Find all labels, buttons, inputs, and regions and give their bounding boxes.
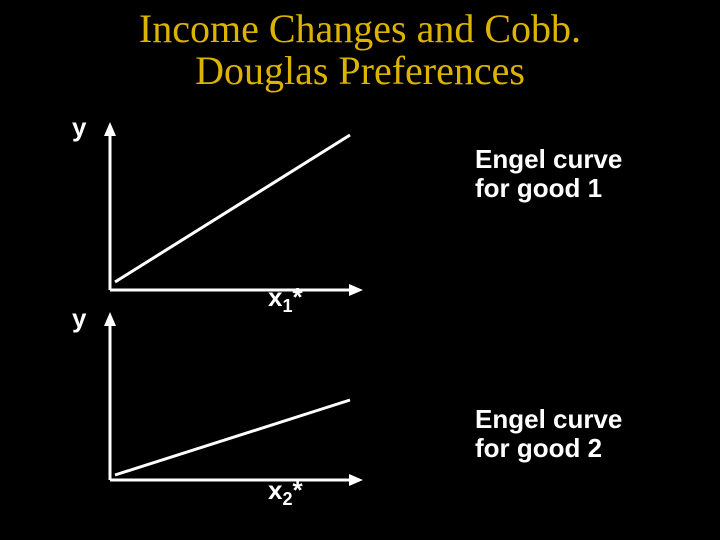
chart2-x-subscript: 2: [282, 489, 292, 509]
chart2-x-axis-label: x2*: [268, 475, 303, 506]
chart2-engel-line: [115, 400, 350, 475]
chart2-x-star: *: [292, 475, 302, 505]
chart2-engel-label: Engel curve for good 2: [475, 405, 622, 462]
chart2-x-var: x: [268, 475, 282, 505]
chart2-x-arrow-icon: [349, 474, 363, 486]
chart2-y-arrow-icon: [104, 312, 116, 326]
slide: Income Changes and Cobb. Douglas Prefere…: [0, 0, 720, 540]
